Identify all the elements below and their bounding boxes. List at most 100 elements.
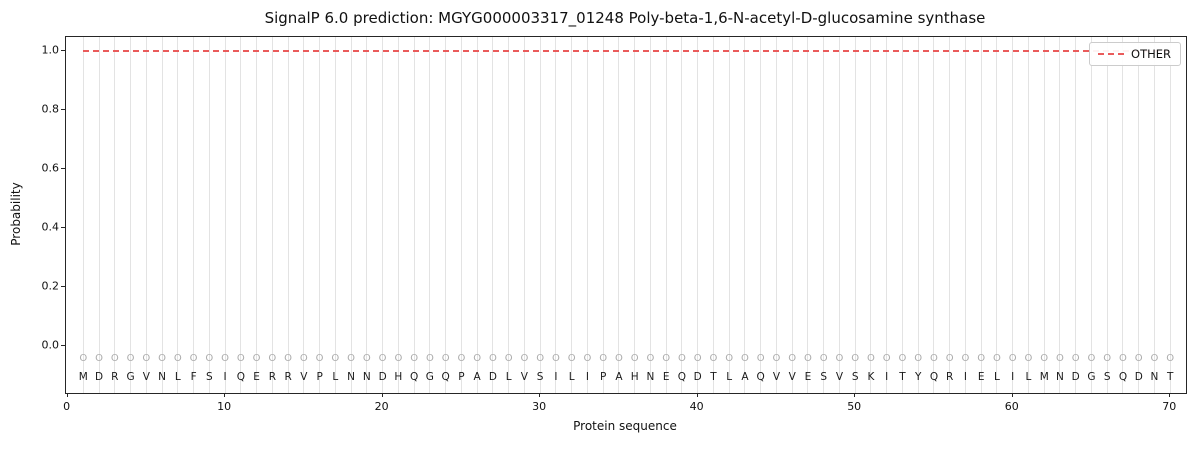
x-tick-mark (854, 393, 856, 397)
y-tick-mark (61, 227, 65, 228)
residue-letter: E (977, 370, 985, 383)
residue-letter: E (253, 370, 260, 383)
residue-marker: O (95, 353, 104, 364)
residue-letter: V (300, 370, 308, 383)
residue-gridline (712, 37, 714, 393)
residue-gridline (476, 37, 478, 393)
residue-gridline (996, 37, 998, 393)
residue-marker: O (851, 353, 860, 364)
residue-letter: L (568, 370, 575, 383)
residue-letter: E (804, 370, 812, 383)
residue-gridline (319, 37, 321, 393)
residue-marker: O (788, 353, 797, 364)
residue-marker: O (504, 353, 513, 364)
residue-marker: O (599, 353, 608, 364)
x-axis-label: Protein sequence (573, 419, 677, 433)
residue-letter: I (885, 370, 889, 383)
residue-marker: O (977, 353, 986, 364)
residue-letter: S (1103, 370, 1111, 383)
residue-marker: O (158, 353, 167, 364)
residue-letter: V (835, 370, 844, 383)
residue-gridline (256, 37, 258, 393)
residue-letter: M (1039, 370, 1049, 383)
legend: OTHER (1089, 42, 1181, 66)
residue-marker: O (1166, 353, 1175, 364)
y-tick-mark (61, 109, 65, 110)
residue-gridline (161, 37, 163, 393)
residue-marker: O (268, 353, 277, 364)
y-tick-mark (61, 345, 65, 346)
residue-marker: O (819, 353, 828, 364)
residue-gridline (886, 37, 888, 393)
residue-gridline (366, 37, 368, 393)
residue-marker: O (898, 353, 907, 364)
residue-letter: Q (409, 370, 419, 383)
residue-marker: O (930, 353, 938, 364)
residue-marker: O (725, 353, 734, 364)
residue-marker: O (646, 353, 655, 364)
x-tick-mark (1011, 393, 1013, 397)
residue-letter: G (425, 370, 434, 383)
residue-marker: O (410, 353, 419, 364)
residue-gridline (193, 37, 195, 393)
residue-marker: O (205, 353, 214, 364)
residue-marker: O (1087, 353, 1096, 364)
residue-letter: I (1011, 370, 1015, 383)
residue-marker: O (614, 353, 623, 364)
residue-letter: N (158, 370, 167, 383)
residue-gridline (775, 37, 777, 393)
residue-marker: O (740, 353, 749, 364)
residue-letter: N (1056, 370, 1064, 383)
residue-marker: O (126, 353, 135, 364)
residue-gridline (791, 37, 793, 393)
residue-gridline (697, 37, 699, 393)
residue-letter: Y (914, 370, 922, 383)
residue-letter: D (488, 370, 497, 383)
residue-marker: O (173, 353, 182, 364)
residue-letter: I (223, 370, 227, 383)
residue-gridline (760, 37, 762, 393)
residue-gridline (602, 37, 604, 393)
residue-gridline (224, 37, 226, 393)
residue-letter: A (741, 370, 749, 383)
residue-marker: O (378, 353, 387, 364)
residue-letter: T (710, 370, 717, 383)
residue-gridline (1122, 37, 1124, 393)
residue-gridline (949, 37, 951, 393)
residue-marker: O (1040, 353, 1049, 364)
residue-letter: S (820, 370, 828, 383)
y-tick-label: 0.4 (41, 220, 60, 234)
residue-gridline (744, 37, 746, 393)
residue-gridline (334, 37, 336, 393)
x-tick-mark (1169, 393, 1171, 397)
residue-gridline (413, 37, 415, 393)
residue-marker: O (1119, 353, 1127, 364)
residue-gridline (114, 37, 116, 393)
residue-gridline (145, 37, 147, 393)
residue-letter: Q (441, 370, 450, 383)
residue-gridline (665, 37, 667, 393)
residue-letter: R (946, 370, 954, 383)
residue-letter: I (554, 370, 558, 383)
residue-marker: O (520, 353, 529, 364)
residue-letter: L (332, 370, 339, 383)
residue-gridline (240, 37, 242, 393)
residue-gridline (350, 37, 352, 393)
residue-letter: P (316, 370, 323, 383)
residue-marker: O (315, 353, 324, 364)
residue-marker: O (662, 353, 671, 364)
residue-letter: Q (236, 370, 245, 383)
residue-gridline (681, 37, 683, 393)
y-tick-label: 1.0 (41, 43, 60, 57)
y-tick-label: 0.8 (41, 102, 60, 116)
residue-gridline (807, 37, 809, 393)
residue-letter: A (473, 370, 481, 383)
residue-letter: V (788, 370, 796, 383)
residue-marker: O (1008, 353, 1017, 364)
residue-letter: D (95, 370, 104, 383)
series-line-other (83, 50, 1171, 52)
residue-marker: O (1103, 353, 1112, 364)
residue-letter: V (520, 370, 528, 383)
residue-gridline (870, 37, 872, 393)
residue-gridline (1012, 37, 1014, 393)
